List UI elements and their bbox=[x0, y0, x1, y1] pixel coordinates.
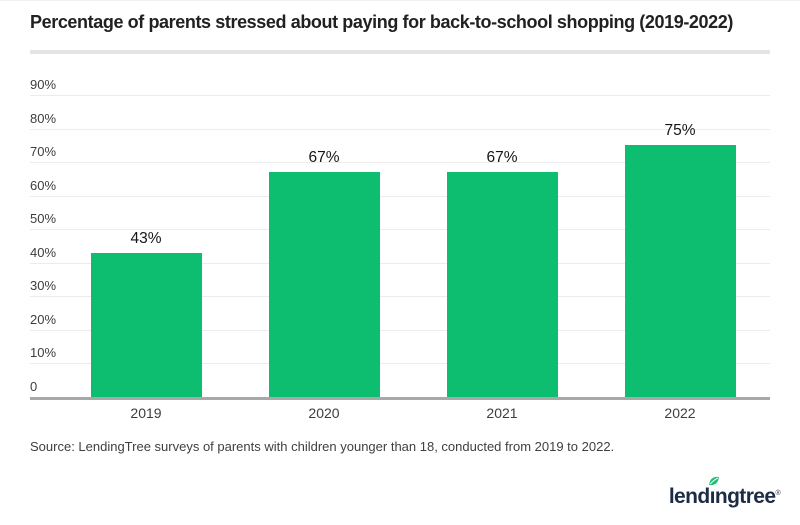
x-axis-label-2022: 2022 bbox=[664, 405, 696, 421]
title-divider bbox=[30, 50, 770, 54]
y-tick-label-90: 90% bbox=[30, 77, 57, 92]
bar-value-label-2021: 67% bbox=[486, 149, 518, 167]
x-axis-line bbox=[30, 397, 770, 400]
gridline-50 bbox=[30, 229, 770, 231]
bar-2019 bbox=[90, 252, 202, 397]
x-axis-label-2021: 2021 bbox=[486, 405, 518, 421]
x-axis-label-2020: 2020 bbox=[308, 405, 340, 421]
lendingtree-logo: lendı ngtree® bbox=[668, 476, 781, 509]
y-tick-label-80: 80% bbox=[30, 110, 57, 126]
bar-value-label-2019: 43% bbox=[130, 229, 162, 247]
bar-column-2021: 67% bbox=[413, 149, 591, 397]
gridline-60 bbox=[30, 195, 770, 197]
x-axis-label-2019: 2019 bbox=[130, 405, 162, 421]
bar-2021 bbox=[446, 172, 558, 397]
y-tick-label-60: 60% bbox=[30, 177, 57, 193]
chart-title: Percentage of parents stressed about pay… bbox=[30, 12, 733, 32]
registered-trademark: ® bbox=[775, 490, 780, 497]
logo-text-post: ngtree bbox=[714, 485, 776, 508]
y-tick-label-40: 40% bbox=[30, 244, 57, 260]
logo-text-pre: lend bbox=[668, 485, 710, 508]
bar-column-2019: 43% bbox=[57, 230, 235, 397]
x-axis-labels: 2019 2020 2021 2022 bbox=[57, 405, 769, 421]
bar-2020 bbox=[268, 172, 380, 397]
bar-column-2020: 67% bbox=[235, 149, 413, 397]
gridline-90 bbox=[30, 95, 770, 96]
bar-series: 43% 67% 67% 75% bbox=[57, 76, 769, 397]
gridline-30 bbox=[30, 296, 770, 298]
y-tick-label-70: 70% bbox=[30, 144, 57, 160]
y-tick-label-30: 30% bbox=[30, 278, 57, 294]
leaf-icon bbox=[708, 476, 719, 486]
chart-area: 90% 80% 70% 60% 50% 40% 30% 20% 10% 0 43% 67% 67% 75… bbox=[30, 76, 770, 400]
logo-letter-i: ı bbox=[708, 476, 719, 509]
y-tick-label-20: 20% bbox=[30, 311, 57, 327]
gridline-10 bbox=[30, 363, 770, 365]
gridline-80 bbox=[30, 128, 770, 130]
bar-column-2022: 75% bbox=[591, 122, 769, 397]
source-note: Source: LendingTree surveys of parents w… bbox=[30, 439, 615, 454]
bar-value-label-2022: 75% bbox=[664, 122, 696, 140]
bar-2022 bbox=[624, 145, 736, 397]
y-tick-label-0: 0 bbox=[30, 379, 38, 394]
gridline-70 bbox=[30, 162, 770, 164]
y-tick-label-50: 50% bbox=[30, 211, 57, 227]
bar-value-label-2020: 67% bbox=[308, 149, 340, 167]
gridline-20 bbox=[30, 329, 770, 331]
gridline-40 bbox=[30, 262, 770, 264]
y-tick-label-10: 10% bbox=[30, 345, 57, 361]
